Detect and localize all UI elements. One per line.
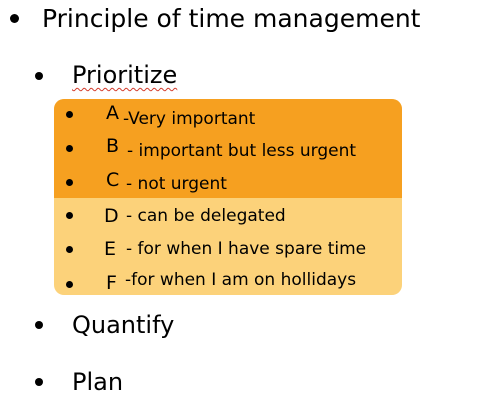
- bullet-icon: [66, 212, 73, 219]
- priority-description: -Very important: [123, 109, 256, 129]
- bullet-icon: [35, 72, 43, 80]
- bullet-icon: [35, 378, 43, 386]
- priority-letter: C: [106, 169, 120, 191]
- priority-letter: F: [106, 272, 117, 294]
- priority-letter: A: [106, 102, 119, 124]
- priority-description: - for when I have spare time: [126, 239, 367, 259]
- bullet-icon: [66, 111, 73, 118]
- bullet-icon: [66, 281, 73, 288]
- priority-description: -for when I am on hollidays: [125, 270, 357, 290]
- principle-label: Prioritize: [72, 61, 178, 89]
- bullet-icon: [66, 246, 73, 253]
- bullet-icon: [10, 14, 19, 23]
- principle-plan: Plan: [72, 368, 124, 396]
- bullet-icon: [66, 145, 73, 152]
- page-title: Principle of time management: [42, 4, 421, 33]
- priority-description: - not urgent: [126, 174, 227, 194]
- bullet-icon: [35, 321, 43, 329]
- principle-prioritize: Prioritize: [72, 59, 177, 91]
- priority-letter: D: [104, 205, 119, 227]
- priority-description: - important but less urgent: [127, 141, 357, 161]
- bullet-icon: [66, 179, 73, 186]
- priority-description: - can be delegated: [126, 206, 286, 226]
- priority-highlight-strong: [54, 99, 402, 198]
- principle-quantify: Quantify: [72, 311, 175, 339]
- priority-letter: E: [104, 238, 117, 260]
- priority-letter: B: [106, 135, 120, 157]
